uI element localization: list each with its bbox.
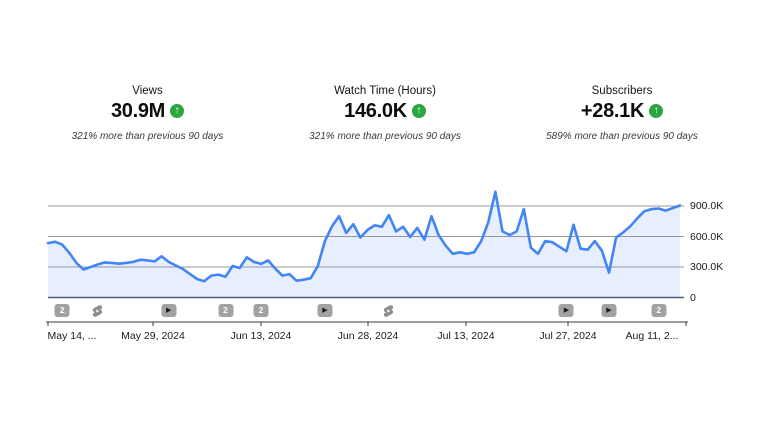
trend-up-icon: ↑ [649, 104, 664, 118]
play-icon: ▶ [165, 307, 172, 314]
metric-label: Subscribers [591, 85, 653, 97]
date-tick-label: Jul 27, 2024 [539, 330, 597, 342]
metric-value-row: 30.9M ↑ [40, 100, 255, 122]
trend-up-icon: ↑ [170, 104, 185, 118]
play-icon: ▶ [563, 307, 570, 314]
shorts-icon [93, 304, 103, 317]
trend-up-icon: ↑ [411, 104, 426, 118]
metric-value-row: +28.1K ↑ [520, 100, 724, 122]
metric-value: +28.1K [580, 100, 645, 122]
metric-card-views[interactable]: Views 30.9M ↑ 321% more than previous 90… [40, 84, 255, 143]
y-axis-label: 600.0K [690, 230, 724, 243]
published-videos-count-badge[interactable]: 2 [651, 304, 667, 317]
published-videos-count-badge[interactable]: 2 [54, 304, 70, 317]
y-axis-label: 300.0K [690, 261, 724, 273]
published-video-badge[interactable]: ▶ [317, 304, 333, 317]
metric-label: Views [132, 85, 163, 97]
date-tick-label: Aug 11, 2... [625, 330, 679, 342]
metric-label: Watch Time (Hours) [334, 85, 436, 97]
video-count: 2 [656, 305, 662, 315]
metric-comparison-caption: 589% more than previous 90 days [546, 131, 698, 142]
published-video-badge[interactable]: ▶ [558, 304, 574, 317]
published-videos-count-badge[interactable]: 2 [253, 304, 269, 317]
play-icon: ▶ [606, 307, 612, 314]
metric-comparison-caption: 321% more than previous 90 days [309, 131, 461, 142]
metric-value: 146.0K [344, 100, 407, 122]
metric-comparison-caption: 321% more than previous 90 days [71, 131, 224, 142]
y-axis-label: 900.0K [690, 200, 724, 212]
published-short-badge[interactable] [90, 304, 105, 317]
metric-value-row: 146.0K ↑ [287, 100, 483, 122]
date-tick-label: May 14, ... [47, 330, 97, 342]
shorts-icon [384, 304, 394, 317]
video-count: 2 [59, 305, 65, 315]
chart-area-fill [48, 191, 680, 298]
y-axis-label: 0 [690, 291, 696, 304]
video-count: 2 [258, 305, 264, 315]
date-tick-label: May 29, 2024 [121, 330, 185, 342]
play-icon: ▶ [322, 307, 328, 314]
published-short-badge[interactable] [381, 304, 396, 317]
metric-card-subscribers[interactable]: Subscribers +28.1K ↑ 589% more than prev… [520, 84, 724, 143]
video-count: 2 [223, 305, 228, 315]
published-videos-count-badge[interactable]: 2 [218, 304, 233, 317]
date-tick-label: Jun 13, 2024 [230, 330, 292, 342]
metric-value: 30.9M [110, 100, 166, 122]
published-video-badge[interactable]: ▶ [161, 304, 177, 317]
metric-card-watch-time[interactable]: Watch Time (Hours) 146.0K ↑ 321% more th… [287, 84, 483, 143]
date-tick-label: Jun 28, 2024 [337, 330, 399, 342]
published-video-badge[interactable]: ▶ [601, 304, 617, 317]
views-line-series[interactable] [46, 190, 682, 283]
date-tick-label: Jul 13, 2024 [437, 330, 495, 342]
